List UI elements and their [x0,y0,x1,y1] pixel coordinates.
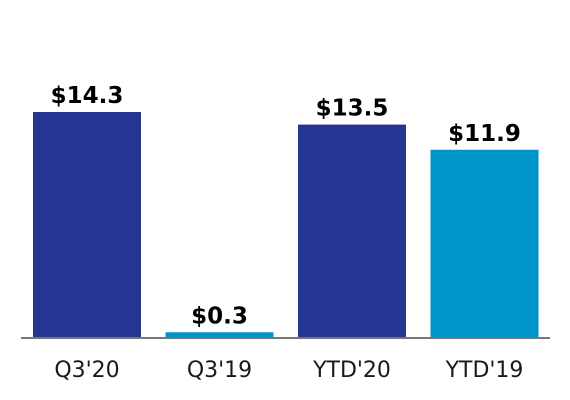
value-label-1: $14.3 [51,83,124,109]
value-label-4: $11.9 [448,121,521,147]
value-labels-group: $14.3 $0.3 $13.5 $11.9 [51,83,521,329]
bars-group [33,112,539,338]
x-tick-labels-group: Q3'20 Q3'19 YTD'20 YTD'19 [54,358,523,383]
x-tick-label-4: YTD'19 [445,358,524,383]
x-tick-label-1: Q3'20 [54,358,119,383]
bar-3 [298,124,406,338]
value-label-3: $13.5 [316,96,389,122]
bar-4 [430,149,539,337]
value-label-2: $0.3 [191,303,248,329]
bar-1 [33,112,141,337]
bar-2 [165,332,274,337]
x-tick-label-3: YTD'20 [312,358,391,383]
x-tick-label-2: Q3'19 [187,358,252,383]
